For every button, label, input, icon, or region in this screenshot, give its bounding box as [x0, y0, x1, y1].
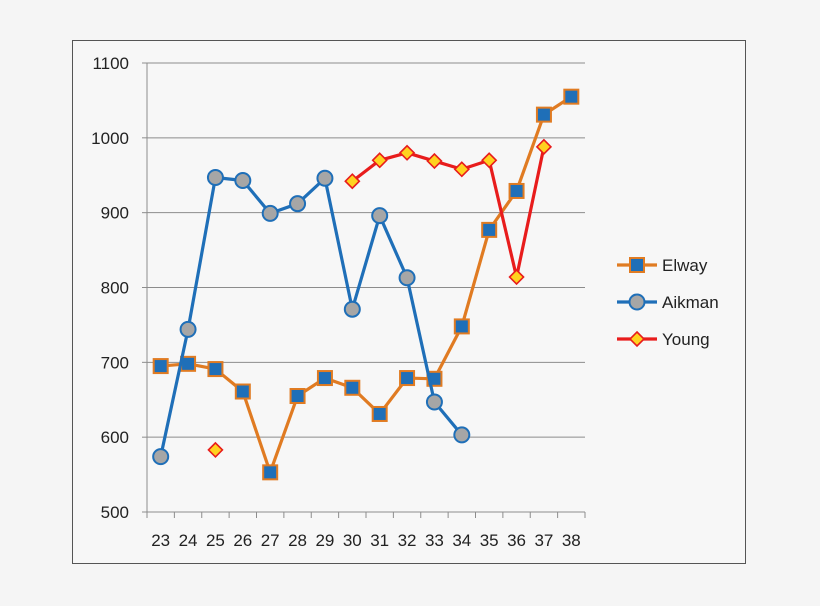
series-layer	[152, 88, 580, 481]
x-tick-label: 32	[398, 531, 417, 550]
data-point-aikman	[179, 320, 197, 338]
x-tick-label: 26	[233, 531, 252, 550]
x-tick-label: 28	[288, 531, 307, 550]
data-point-aikman	[371, 207, 389, 225]
data-point-aikman	[289, 195, 307, 213]
data-point-young	[453, 161, 470, 178]
axis-layer: 500 600 700 800 900 1000 1100 23 24 25 26 27 28 29 30 3…	[91, 54, 586, 550]
data-point-young	[207, 441, 224, 459]
data-point-young	[426, 152, 443, 170]
x-tick-label: 25	[206, 531, 225, 550]
data-point-elway	[563, 88, 580, 105]
x-tick-label: 31	[370, 531, 389, 550]
legend-marker-aikman	[628, 293, 646, 311]
y-tick-label: 500	[101, 503, 129, 522]
data-point-young	[481, 152, 498, 169]
y-tick-label: 800	[101, 279, 129, 298]
legend-label-young: Young	[662, 330, 710, 349]
legend: Elway Aikman Young	[617, 256, 719, 349]
series-elway	[152, 88, 580, 481]
series-line-aikman	[159, 175, 464, 457]
data-point-aikman	[425, 393, 443, 411]
data-point-elway	[399, 370, 416, 387]
data-point-aikman	[261, 204, 279, 222]
x-tick-label: 23	[151, 531, 170, 550]
data-point-elway	[289, 388, 306, 405]
series-aikman	[152, 168, 471, 466]
data-point-aikman	[398, 269, 416, 287]
data-point-aikman	[206, 168, 224, 186]
data-point-elway	[152, 358, 169, 375]
grid-layer	[147, 62, 585, 438]
legend-marker-elway	[629, 257, 645, 273]
legend-item-aikman: Aikman	[617, 293, 719, 312]
x-tick-label: 36	[507, 531, 526, 550]
data-point-aikman	[234, 171, 252, 189]
data-point-elway	[453, 318, 470, 335]
y-tick-label: 1000	[91, 129, 129, 148]
data-point-young	[535, 138, 553, 155]
data-point-elway	[508, 182, 525, 199]
data-point-aikman	[152, 448, 170, 466]
data-point-aikman	[316, 169, 334, 187]
data-point-elway	[371, 405, 388, 422]
series-young	[207, 138, 553, 459]
data-point-elway	[344, 379, 361, 396]
x-tick-label: 35	[480, 531, 499, 550]
data-point-elway	[262, 464, 279, 481]
x-tick-label: 34	[452, 531, 471, 550]
legend-item-elway: Elway	[617, 256, 708, 275]
x-tick-label: 33	[425, 531, 444, 550]
x-tick-label: 30	[343, 531, 362, 550]
data-point-young	[508, 268, 525, 286]
data-point-elway	[481, 221, 498, 238]
legend-label-elway: Elway	[662, 256, 708, 275]
data-point-elway	[207, 361, 224, 378]
data-point-elway	[234, 383, 251, 400]
legend-label-aikman: Aikman	[662, 293, 719, 312]
data-point-young	[344, 173, 361, 190]
data-point-young	[398, 144, 416, 161]
data-point-aikman	[453, 426, 471, 444]
x-tick-label: 29	[315, 531, 334, 550]
y-tick-label: 700	[101, 353, 129, 372]
data-point-elway	[316, 370, 333, 387]
series-line-elway	[160, 95, 573, 474]
y-tick-label: 1100	[92, 54, 129, 73]
data-point-young	[371, 152, 388, 169]
y-tick-label: 900	[101, 204, 129, 223]
x-tick-label: 38	[562, 531, 581, 550]
legend-item-young: Young	[617, 330, 710, 349]
x-tick-label: 24	[179, 531, 198, 550]
legend-marker-young	[628, 330, 646, 348]
x-tick-label: 27	[261, 531, 280, 550]
data-point-aikman	[343, 300, 361, 318]
data-point-elway	[535, 106, 552, 123]
y-tick-label: 600	[101, 428, 129, 447]
x-tick-label: 37	[534, 531, 553, 550]
